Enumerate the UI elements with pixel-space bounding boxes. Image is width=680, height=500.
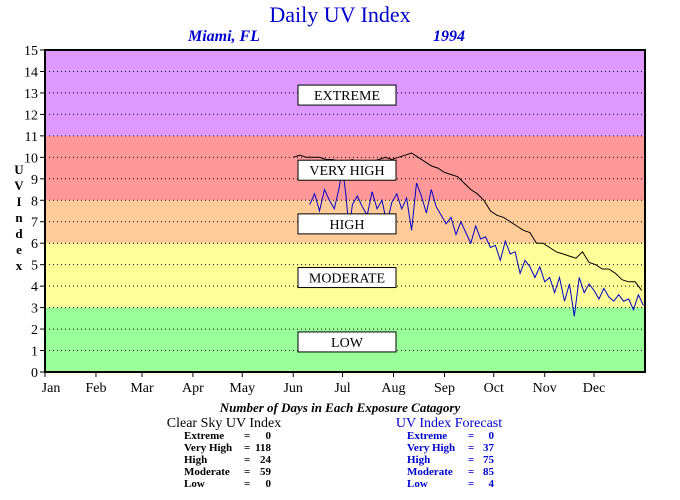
x-tick-label: Aug (381, 381, 405, 396)
stats-eq: = (244, 478, 250, 490)
stats-eq: = (468, 466, 474, 478)
band-label-box (297, 267, 397, 289)
y-tick-label: 3 (31, 302, 38, 317)
band-label-box (297, 213, 397, 235)
stats-value: 59 (260, 466, 272, 478)
stats-eq: = (468, 442, 474, 454)
stats-value: 75 (483, 454, 495, 466)
y-tick-label: 15 (24, 44, 38, 59)
y-tick-label: 1 (31, 345, 38, 360)
stats-eq: = (244, 454, 250, 466)
plot-frame (44, 49, 646, 373)
y-tick-label: 14 (24, 65, 38, 80)
stats-label: High (184, 454, 207, 466)
y-tick-label: 7 (31, 216, 38, 231)
stats-value: 37 (483, 442, 495, 454)
stats-heading: Number of Days in Each Exposure Catagory (219, 400, 461, 415)
stats-label: High (407, 454, 430, 466)
band-label-box (297, 331, 397, 353)
stats-label: Very High (407, 442, 455, 454)
x-tick-label: Jun (283, 381, 302, 396)
band-label: VERY HIGH (309, 164, 384, 179)
band-label: MODERATE (309, 272, 385, 287)
band-label: LOW (331, 336, 364, 351)
y-tick-label: 13 (24, 87, 38, 102)
stats-label: Very High (184, 442, 232, 454)
x-tick-label: Jul (334, 381, 350, 396)
x-tick-label: Sep (434, 381, 455, 396)
stats-eq: = (244, 430, 250, 442)
stats-eq: = (468, 430, 474, 442)
stats-label: Moderate (184, 466, 230, 478)
y-tick-label: 9 (31, 173, 38, 188)
x-tick-label: Feb (85, 381, 106, 396)
forecast-title: UV Index Forecast (396, 416, 502, 431)
band-label-box (297, 84, 397, 106)
x-axis-ticks: Jan Feb Mar Apr May Jun Jul Aug Sep Oct Nov Dec (42, 372, 606, 396)
stats-label: Low (407, 478, 428, 490)
x-tick-label: May (229, 381, 255, 396)
stats-value: 0 (489, 430, 495, 442)
stats-value: 24 (260, 454, 272, 466)
y-tick-label: 10 (24, 151, 38, 166)
stats-value: 0 (266, 478, 272, 490)
band-labels: LOW MODERATE HIGH VERY HIGH EXTREME (297, 84, 397, 353)
y-tick-label: 5 (31, 259, 38, 274)
stats-label: Extreme (407, 430, 447, 442)
x-tick-label: Mar (130, 381, 154, 396)
stats-eq: = (244, 442, 250, 454)
y-tick-label: 2 (31, 323, 38, 338)
y-tick-label: 4 (31, 280, 38, 295)
stats-eq: = (468, 454, 474, 466)
stats-eq: = (468, 478, 474, 490)
y-tick-label: 0 (31, 366, 38, 381)
y-tick-label: 11 (25, 130, 38, 145)
clear-sky-stats: Extreme = 0 Very High = 118 High = 24 Moderate = 59… (184, 430, 272, 490)
x-tick-label: Dec (583, 381, 606, 396)
forecast-stats: Extreme = 0 Very High = 37 High = 75 Moderate = 85 L… (407, 430, 495, 490)
clear-sky-title: Clear Sky UV Index (167, 416, 281, 431)
series-line-forecast (309, 168, 644, 317)
x-tick-label: Apr (182, 381, 204, 396)
band-label: HIGH (330, 218, 365, 233)
band-label-box (297, 159, 397, 181)
chart-year: 1994 (433, 28, 465, 45)
stats-value: 85 (483, 466, 495, 478)
x-tick-label: Jan (42, 381, 61, 396)
x-tick-label: Oct (484, 381, 504, 396)
stats-value: 0 (266, 430, 272, 442)
chart-title: Daily UV Index (269, 2, 410, 27)
stats-value: 4 (489, 478, 495, 490)
y-tick-label: 12 (24, 108, 38, 123)
x-tick-label: Nov (533, 381, 557, 396)
stats-label: Moderate (407, 466, 453, 478)
band-label: EXTREME (314, 89, 380, 104)
stats-value: 118 (255, 442, 271, 454)
stats-label: Extreme (184, 430, 224, 442)
stats-label: Low (184, 478, 205, 490)
y-tick-label: 6 (31, 237, 38, 252)
chart-location: Miami, FL (187, 28, 260, 45)
gridlines (45, 70, 645, 352)
stats-eq: = (244, 466, 250, 478)
y-tick-label: 8 (31, 194, 38, 209)
